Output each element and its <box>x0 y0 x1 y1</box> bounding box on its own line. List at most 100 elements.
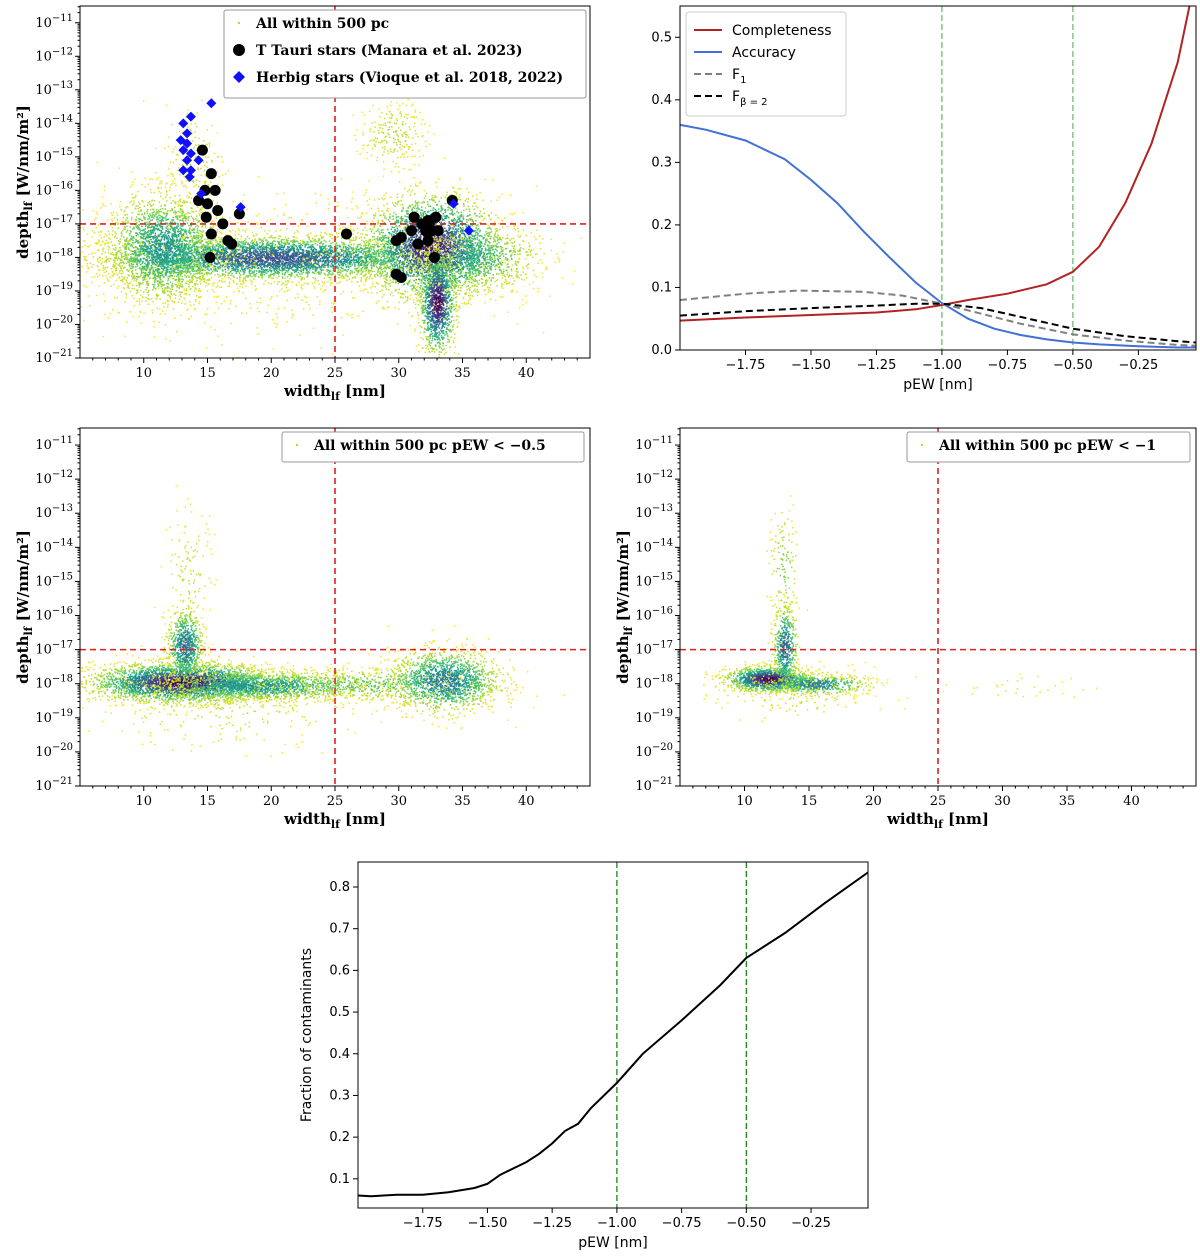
y-tick-label: 0.0 <box>651 343 672 358</box>
y-tick-label: 10−14 <box>35 113 73 131</box>
ttauri-point <box>412 238 424 250</box>
legend-label: Accuracy <box>732 45 796 61</box>
density-points <box>80 485 566 758</box>
y-tick-label: 10−14 <box>35 537 73 555</box>
x-axis-label: widthlf [nm] <box>283 810 386 831</box>
x-tick-label: −1.75 <box>403 1216 443 1231</box>
herbig-point <box>185 165 196 176</box>
y-tick-label: 10−13 <box>35 80 73 98</box>
y-tick-label: 10−17 <box>635 640 673 658</box>
ttauri-point <box>226 238 238 250</box>
y-tick-label: 0.2 <box>651 218 672 233</box>
y-tick-label: 10−17 <box>35 214 73 232</box>
legend-marker-herbig <box>233 71 245 83</box>
herbig-point <box>178 145 189 156</box>
ttauri-point <box>395 272 407 284</box>
x-tick-label: 10 <box>736 794 753 809</box>
legend-label: All within 500 pc <box>255 16 389 32</box>
legend-label: All within 500 pc pEW < −1 <box>938 438 1156 454</box>
y-tick-label: 10−21 <box>35 348 73 366</box>
y-tick-label: 10−21 <box>35 776 73 794</box>
y-tick-label: 10−19 <box>35 281 73 299</box>
x-tick-label: −1.00 <box>922 358 962 373</box>
y-tick-label: 10−11 <box>635 435 673 453</box>
series-line-0 <box>680 6 1191 322</box>
x-tick-label: −1.75 <box>726 358 766 373</box>
herbig-point <box>196 188 207 199</box>
y-tick-label: 0.7 <box>329 922 350 937</box>
y-tick-label: 0.8 <box>329 880 350 895</box>
x-tick-label: −0.25 <box>791 1216 831 1231</box>
ttauri-point <box>200 211 212 223</box>
y-tick-label: 0.6 <box>329 963 350 978</box>
y-tick-label: 10−15 <box>35 571 73 589</box>
legend-label: Herbig stars (Vioque et al. 2018, 2022) <box>256 70 563 86</box>
y-tick-label: 10−21 <box>635 776 673 794</box>
ttauri-point <box>202 198 213 210</box>
y-axis-label: depthlf [W/nm/m²] <box>614 530 635 684</box>
x-tick-label: 25 <box>327 794 344 809</box>
x-tick-label: −0.50 <box>1053 358 1093 373</box>
x-tick-label: 20 <box>263 794 280 809</box>
plot-frame <box>357 861 869 1209</box>
herbig-point <box>182 155 193 166</box>
ttauri-point <box>408 211 420 223</box>
ttauri-point <box>406 225 417 237</box>
y-tick-label: 10−14 <box>635 537 673 555</box>
y-axis-label: Fraction of contaminants <box>299 948 315 1122</box>
series-line-1 <box>680 123 1196 349</box>
legend-box <box>685 11 847 117</box>
y-tick-label: 10−15 <box>35 147 73 165</box>
y-tick-label: 10−20 <box>35 742 73 760</box>
herbig-point <box>193 155 204 166</box>
x-tick-label: 10 <box>135 366 152 381</box>
y-tick-label: 10−19 <box>35 708 73 726</box>
y-tick-label: 0.4 <box>329 1047 350 1062</box>
x-tick-label: 20 <box>865 794 882 809</box>
x-axis-label: widthlf [nm] <box>283 382 386 403</box>
x-tick-label: −1.00 <box>597 1216 637 1231</box>
herbig-point <box>448 198 459 209</box>
x-tick-label: 25 <box>930 794 947 809</box>
legend-label: Completeness <box>732 23 832 39</box>
series-line-3 <box>680 302 1196 344</box>
x-tick-label: 20 <box>263 366 280 381</box>
x-tick-label: 10 <box>135 794 152 809</box>
ttauri-point <box>423 218 435 230</box>
x-tick-label: 15 <box>199 366 216 381</box>
y-tick-label: 10−13 <box>635 503 673 521</box>
x-tick-label: −0.25 <box>1118 358 1158 373</box>
y-tick-label: 0.5 <box>329 1005 350 1020</box>
legend-box <box>223 9 587 99</box>
x-tick-label: 40 <box>518 794 535 809</box>
panel-top-left: 10 15 20 25 30 35 40 10−21 10−20 10−19 10−18 10−17 1… <box>14 5 591 403</box>
ttauri-point <box>428 251 440 263</box>
legend-marker-all <box>921 444 923 446</box>
ttauri-point <box>209 184 221 196</box>
x-tick-label: −1.25 <box>532 1216 572 1231</box>
ttauri-point <box>205 228 217 240</box>
legend-label: All within 500 pc pEW < −0.5 <box>313 438 546 454</box>
herbig-point <box>463 225 474 236</box>
ttauri-point <box>217 218 229 230</box>
y-tick-label: 0.1 <box>651 280 672 295</box>
y-tick-label: 10−16 <box>35 606 73 624</box>
ttauri-point <box>233 208 245 220</box>
y-tick-label: 0.3 <box>651 155 672 170</box>
x-tick-label: 35 <box>454 366 471 381</box>
plot-frame <box>679 5 1197 351</box>
y-tick-label: 10−18 <box>35 674 73 692</box>
series-line-0 <box>358 871 868 1198</box>
x-tick-label: 35 <box>1059 794 1076 809</box>
herbig-point <box>206 98 217 109</box>
y-tick-label: 10−20 <box>635 742 673 760</box>
x-tick-label: 15 <box>199 794 216 809</box>
y-tick-label: 10−16 <box>635 606 673 624</box>
panel-middle-right: 10 15 20 25 30 35 40 10−21 10−20 10−19 10−18 10−17 1… <box>614 427 1197 831</box>
legend-box <box>906 431 1191 463</box>
y-tick-label: 10−12 <box>635 469 673 487</box>
density-points <box>703 495 1098 723</box>
x-tick-label: 30 <box>390 794 407 809</box>
ttauri-point <box>196 144 208 156</box>
